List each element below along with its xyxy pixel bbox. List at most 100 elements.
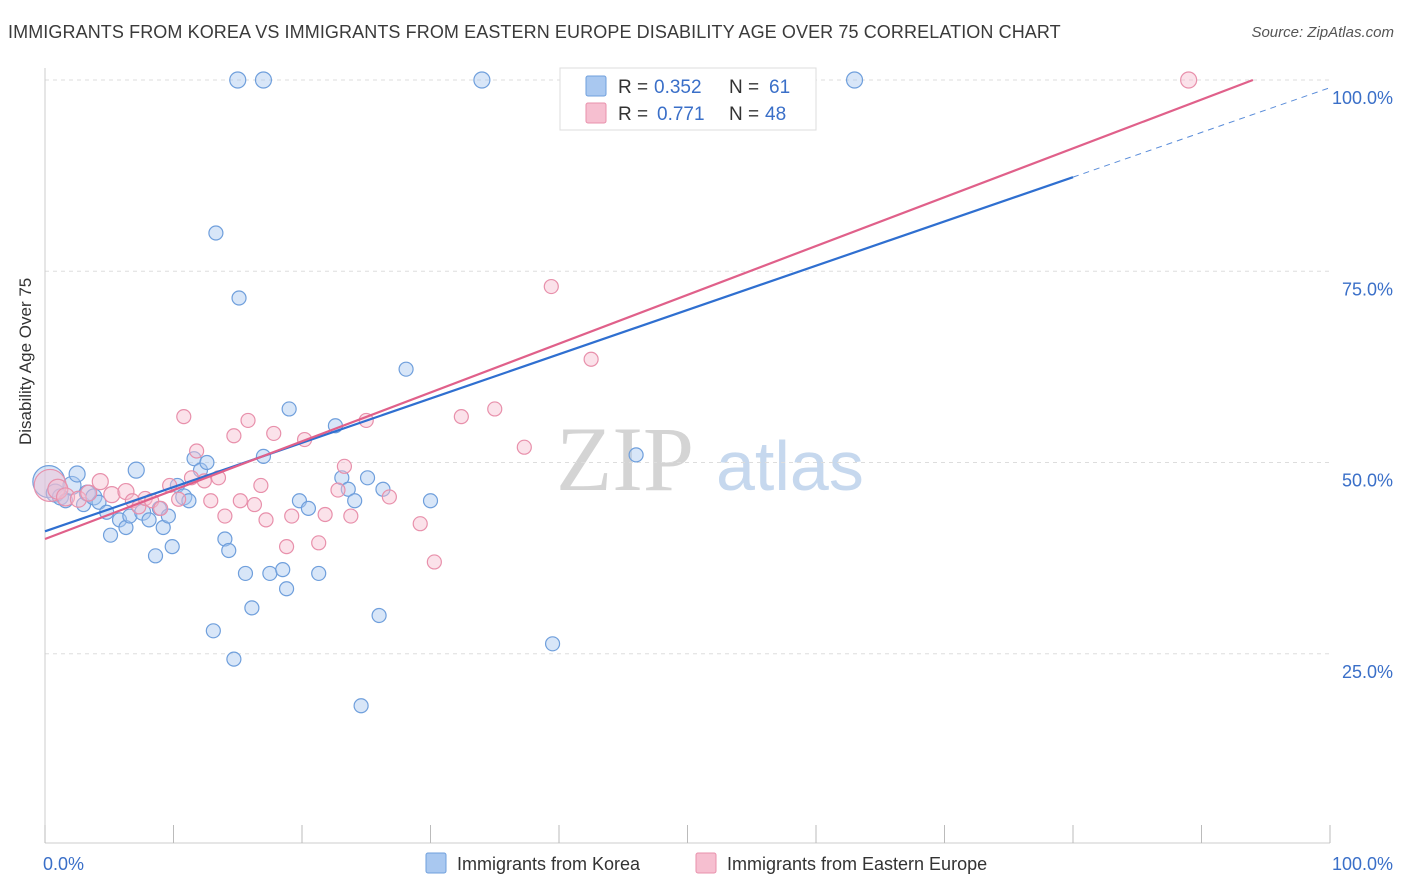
eastern-europe-trend-line [44, 78, 1254, 541]
watermark-zip: ZIP [556, 408, 694, 510]
korea-point [398, 361, 414, 377]
y-tick-label: 50.0% [1342, 471, 1393, 491]
korea-point [229, 71, 247, 89]
korea-point [231, 290, 247, 306]
korea-point [311, 565, 327, 582]
korea-point [118, 519, 134, 536]
korea-trend-line [44, 176, 1074, 533]
eastern-europe-point [189, 443, 205, 459]
korea-trend-extension [1072, 87, 1331, 178]
y-axis-label: Disability Age Over 75 [16, 277, 35, 445]
eastern-europe-point [80, 484, 98, 502]
eastern-europe-point [33, 468, 67, 503]
korea-point [300, 500, 317, 516]
eastern-europe-point [311, 535, 327, 551]
eastern-europe-point [91, 473, 109, 491]
eastern-europe-point [343, 508, 359, 524]
eastern-europe-point [153, 500, 169, 516]
legend-ee-swatch [585, 102, 607, 124]
eastern-europe-point [203, 493, 219, 509]
x-tick-labels: 0.0% 100.0% [43, 854, 1393, 874]
eastern-europe-point [278, 539, 295, 555]
korea-point [353, 698, 369, 714]
korea-point [205, 623, 221, 639]
eastern-europe-point [266, 425, 282, 442]
legend-bottom-korea-label: Immigrants from Korea [457, 854, 641, 874]
axes [44, 68, 1331, 844]
eastern-europe-point [1180, 71, 1198, 89]
korea-point [544, 636, 561, 652]
eastern-europe-point [246, 496, 263, 513]
korea-point [473, 71, 491, 89]
legend-ee-r-label: R = [618, 104, 648, 125]
korea-point [217, 531, 233, 547]
eastern-europe-point [330, 482, 346, 498]
eastern-europe-point [232, 493, 248, 509]
legend-ee-n-value: 48 [765, 104, 786, 125]
legend-korea-n-label: N = [729, 77, 759, 98]
legend-bottom-ee-swatch [695, 852, 717, 874]
y-tick-label: 25.0% [1342, 662, 1393, 682]
eastern-europe-point [284, 508, 300, 524]
korea-point [221, 542, 237, 559]
korea-point [262, 565, 278, 582]
eastern-europe-point [253, 477, 269, 494]
korea-point [164, 539, 180, 555]
korea-point [160, 508, 176, 524]
eastern-europe-point [176, 409, 192, 425]
korea-point [237, 565, 254, 582]
legend-bottom-korea-swatch [425, 852, 447, 874]
eastern-europe-point [240, 412, 256, 429]
korea-point [68, 465, 86, 483]
korea-point [208, 225, 224, 241]
korea-point [359, 470, 376, 486]
eastern-europe-point [583, 351, 599, 367]
eastern-europe-point [69, 490, 88, 508]
eastern-europe-point [487, 401, 503, 417]
korea-point [422, 493, 439, 509]
legend-top: R = 0.352 N = 61 R = 0.771 N = 48 [559, 67, 817, 131]
chart-title: IMMIGRANTS FROM KOREA VS IMMIGRANTS FROM… [8, 22, 1061, 42]
x-tick-label: 100.0% [1332, 854, 1393, 874]
x-tick-label: 0.0% [43, 854, 84, 874]
korea-point [628, 447, 644, 463]
eastern-europe-point [336, 458, 353, 474]
y-tick-labels: 25.0% 50.0% 75.0% 100.0% [1332, 88, 1393, 682]
eastern-europe-points [33, 71, 1198, 570]
korea-point [244, 600, 260, 616]
legend-korea-swatch [585, 75, 607, 97]
eastern-europe-point [258, 512, 274, 528]
korea-point [347, 493, 363, 509]
eastern-europe-point [412, 516, 428, 532]
korea-point [91, 494, 107, 510]
eastern-europe-point [226, 428, 242, 444]
y-tick-label: 100.0% [1332, 88, 1393, 108]
korea-point [226, 651, 242, 667]
legend-bottom: Immigrants from Korea Immigrants from Ea… [425, 852, 987, 874]
gridlines [45, 79, 1330, 655]
legend-korea-r-label: R = [618, 77, 648, 98]
watermark-atlas: atlas [716, 427, 864, 505]
y-tick-label: 75.0% [1342, 279, 1393, 299]
korea-point [199, 454, 215, 471]
eastern-europe-point [317, 506, 333, 523]
chart-source: Source: ZipAtlas.com [1251, 24, 1394, 41]
eastern-europe-point [103, 486, 121, 504]
korea-point [57, 493, 74, 509]
eastern-europe-point [47, 478, 69, 500]
legend-korea-r-value: 0.352 [654, 77, 702, 98]
korea-point [102, 527, 119, 543]
korea-point [127, 461, 145, 479]
korea-point [141, 512, 157, 528]
legend-ee-r-value: 0.771 [657, 104, 705, 125]
eastern-europe-point [55, 487, 76, 507]
eastern-europe-point [217, 508, 233, 524]
korea-point [122, 508, 138, 524]
legend-bottom-ee-label: Immigrants from Eastern Europe [727, 854, 987, 874]
legend-ee-n-label: N = [729, 104, 759, 125]
korea-point [147, 548, 164, 564]
eastern-europe-point [426, 554, 442, 570]
korea-point [275, 561, 291, 578]
eastern-europe-point [381, 489, 397, 505]
